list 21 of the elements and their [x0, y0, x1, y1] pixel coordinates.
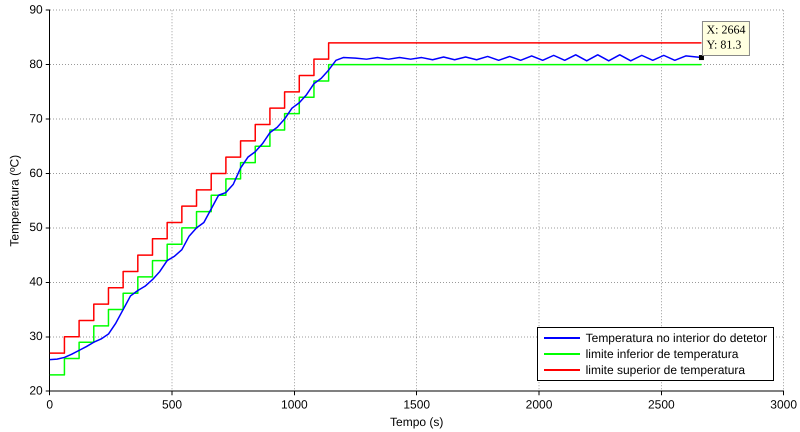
y-tick-label: 40 — [29, 274, 44, 289]
legend-label: limite superior de temperatura — [586, 363, 746, 378]
x-tick-label: 2500 — [648, 398, 676, 412]
legend-label: limite inferior de temperatura — [586, 347, 738, 362]
y-tick-label: 50 — [29, 220, 44, 234]
x-tick-label: 500 — [162, 398, 182, 412]
y-tick-label: 70 — [29, 111, 44, 126]
x-tick-label: 1500 — [403, 398, 430, 412]
y-axis-title: Temperatura (ºC) — [8, 154, 22, 247]
annotation: X: 2664 Y: 81.3 — [706, 22, 746, 52]
y-tick-label: 20 — [29, 384, 44, 398]
legend-label: Temperatura no interior do detetor — [586, 331, 768, 346]
y-tick-label: 60 — [29, 166, 44, 180]
y-tick-label: 90 — [29, 2, 44, 17]
y-tick-label: 30 — [29, 329, 44, 344]
y-tick-label: 80 — [29, 56, 44, 71]
x-tick-label: 1000 — [281, 398, 308, 412]
x-tick-label: 3000 — [770, 398, 798, 412]
x-axis-title: Tempo (s) — [390, 415, 444, 430]
x-tick-label: 2000 — [526, 398, 553, 412]
x-tick-label: 0 — [46, 398, 54, 412]
